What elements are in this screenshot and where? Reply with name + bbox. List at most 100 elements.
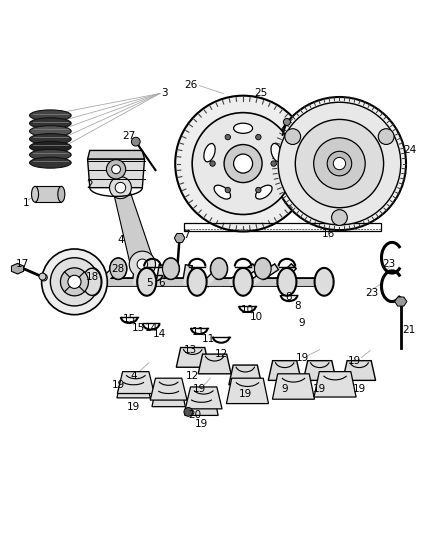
Circle shape	[225, 134, 230, 140]
Text: 15: 15	[131, 323, 145, 333]
Text: 13: 13	[184, 345, 197, 355]
Text: 11: 11	[192, 327, 205, 337]
Polygon shape	[268, 361, 301, 381]
Polygon shape	[88, 159, 145, 188]
Circle shape	[273, 97, 406, 230]
Text: 11: 11	[201, 334, 215, 344]
Polygon shape	[174, 233, 185, 243]
Circle shape	[256, 134, 261, 140]
Circle shape	[68, 275, 81, 288]
Text: 19: 19	[195, 419, 208, 429]
Text: 12: 12	[215, 349, 228, 359]
Ellipse shape	[271, 143, 283, 162]
Polygon shape	[185, 398, 218, 415]
Text: 14: 14	[153, 329, 166, 340]
Polygon shape	[11, 263, 24, 274]
Ellipse shape	[58, 187, 65, 202]
Text: 28: 28	[112, 264, 125, 273]
Polygon shape	[117, 372, 154, 393]
Circle shape	[327, 151, 352, 176]
Polygon shape	[113, 185, 154, 268]
Text: 3: 3	[161, 88, 168, 99]
Polygon shape	[150, 378, 187, 400]
Circle shape	[112, 165, 120, 174]
Text: 4: 4	[117, 235, 124, 245]
Text: 16: 16	[322, 229, 335, 239]
Circle shape	[333, 157, 346, 169]
Circle shape	[295, 119, 384, 208]
Circle shape	[115, 182, 126, 193]
Polygon shape	[303, 361, 336, 381]
Polygon shape	[176, 348, 209, 367]
Text: 21: 21	[402, 325, 415, 335]
Text: 15: 15	[123, 314, 136, 324]
Ellipse shape	[32, 187, 39, 202]
Ellipse shape	[204, 143, 215, 162]
Ellipse shape	[210, 258, 228, 280]
Text: 19: 19	[193, 384, 206, 394]
Circle shape	[314, 138, 365, 189]
Text: 19: 19	[313, 384, 326, 394]
Text: 6: 6	[159, 278, 165, 288]
Circle shape	[184, 408, 193, 416]
Polygon shape	[314, 372, 356, 397]
Ellipse shape	[82, 268, 102, 296]
Circle shape	[278, 102, 401, 225]
Ellipse shape	[30, 110, 71, 121]
Circle shape	[106, 159, 126, 179]
Ellipse shape	[162, 258, 179, 279]
Ellipse shape	[137, 268, 157, 296]
Circle shape	[175, 96, 311, 231]
Text: 24: 24	[403, 146, 416, 156]
Ellipse shape	[188, 268, 206, 295]
Circle shape	[233, 154, 253, 173]
Polygon shape	[185, 387, 222, 409]
Circle shape	[210, 161, 215, 166]
Text: 27: 27	[123, 132, 136, 141]
Circle shape	[110, 177, 131, 199]
Text: 19: 19	[348, 356, 361, 366]
Ellipse shape	[30, 118, 71, 129]
Ellipse shape	[30, 157, 71, 168]
Ellipse shape	[30, 141, 71, 152]
Text: 19: 19	[353, 384, 366, 394]
Circle shape	[271, 161, 276, 166]
Text: 23: 23	[382, 260, 396, 269]
Circle shape	[256, 187, 261, 193]
Text: 12: 12	[186, 371, 199, 381]
Polygon shape	[35, 187, 61, 202]
Circle shape	[129, 251, 155, 278]
Ellipse shape	[254, 258, 271, 279]
Circle shape	[131, 138, 140, 146]
Circle shape	[137, 259, 148, 270]
Ellipse shape	[110, 258, 127, 280]
Polygon shape	[395, 297, 407, 306]
Circle shape	[192, 112, 294, 214]
Circle shape	[50, 258, 99, 306]
Ellipse shape	[30, 149, 71, 160]
Text: 7: 7	[183, 230, 190, 239]
Text: 25: 25	[254, 88, 267, 99]
Ellipse shape	[110, 258, 127, 279]
Polygon shape	[229, 365, 262, 385]
Text: 10: 10	[241, 305, 254, 316]
Ellipse shape	[214, 185, 230, 199]
Ellipse shape	[211, 258, 227, 279]
Polygon shape	[117, 381, 150, 398]
Text: 20: 20	[188, 410, 201, 421]
Circle shape	[224, 144, 262, 183]
Polygon shape	[343, 361, 375, 381]
Text: 8: 8	[285, 292, 292, 302]
Ellipse shape	[30, 126, 71, 136]
Circle shape	[285, 128, 300, 144]
Ellipse shape	[83, 268, 101, 295]
Text: 8: 8	[294, 301, 301, 311]
Ellipse shape	[277, 268, 297, 296]
Ellipse shape	[233, 123, 253, 133]
Text: 19: 19	[296, 353, 309, 364]
Text: 18: 18	[85, 272, 99, 282]
Text: 9: 9	[298, 318, 305, 328]
Ellipse shape	[315, 268, 333, 295]
Circle shape	[40, 274, 47, 281]
Circle shape	[332, 209, 347, 225]
